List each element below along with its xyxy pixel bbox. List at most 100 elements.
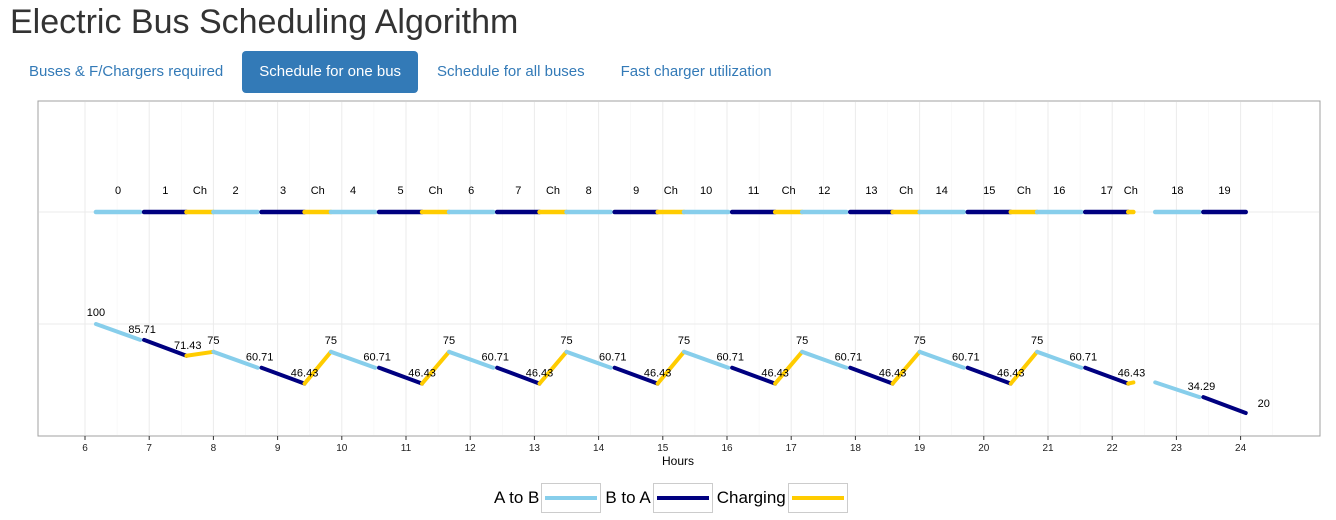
soc-segment-a-to-b	[211, 349, 260, 370]
soc-segment-b-to-a	[259, 365, 307, 386]
tab-schedule-one-bus[interactable]: Schedule for one bus	[242, 51, 419, 93]
legend-key-a-to-b	[541, 483, 602, 513]
soc-value-label: 75	[678, 335, 690, 347]
soc-value-label: 75	[913, 335, 925, 347]
schedule-trip-label: 8	[586, 185, 592, 197]
page-title: Electric Bus Scheduling Algorithm	[10, 3, 519, 41]
soc-value-label: 75	[443, 335, 455, 347]
legend-label-charging: Charging	[716, 488, 786, 507]
soc-value-label: 46.43	[526, 368, 554, 380]
schedule-trip-label: Ch	[664, 185, 678, 197]
schedule-trip-label: 13	[865, 185, 877, 197]
soc-value-label: 60.71	[1070, 352, 1098, 364]
soc-value-label: 46.43	[1118, 368, 1146, 380]
soc-segment-charging	[773, 349, 805, 386]
x-tick-label: 23	[1171, 443, 1183, 454]
x-tick-label: 24	[1235, 443, 1247, 454]
soc-segment-b-to-a	[730, 365, 778, 386]
soc-value-label: 60.71	[246, 352, 274, 364]
soc-value-label: 46.43	[408, 368, 436, 380]
soc-value-label: 46.43	[761, 368, 789, 380]
soc-segment-charging	[1126, 380, 1136, 386]
schedule-trip-label: 1	[162, 185, 168, 197]
legend-key-charging	[787, 483, 848, 513]
x-tick-label: 9	[275, 443, 281, 454]
soc-value-label: 46.43	[644, 368, 672, 380]
tab-fast-charger-utilization[interactable]: Fast charger utilization	[620, 63, 772, 80]
soc-segment-b-to-a	[142, 337, 189, 358]
soc-segment-charging	[537, 349, 569, 386]
schedule-trip-label: 9	[633, 185, 639, 197]
soc-segment-b-to-a	[1083, 365, 1131, 386]
soc-segment-charging	[890, 349, 922, 386]
legend-swatch-b-to-a	[656, 496, 709, 500]
soc-value-label: 20	[1258, 398, 1270, 410]
soc-value-label: 75	[207, 335, 219, 347]
schedule-trip-label: 2	[232, 185, 238, 197]
soc-segment-a-to-b	[93, 322, 143, 342]
schedule-trip-label: 5	[397, 185, 403, 197]
schedule-trip-label: 7	[515, 185, 521, 197]
tab-schedule-all-buses[interactable]: Schedule for all buses	[437, 63, 585, 80]
soc-segment-charging	[655, 349, 686, 386]
legend: A to B B to A Charging	[494, 482, 852, 514]
soc-segment-a-to-b	[328, 349, 378, 370]
legend-label-a-to-b: A to B	[494, 488, 540, 507]
schedule-trip-label: 3	[280, 185, 286, 197]
soc-segment-a-to-b	[1035, 349, 1084, 370]
x-axis: 6 7 8 9 10 11 12 13 14 15 16 17 18 19 20 21 22 23 24	[82, 436, 1247, 454]
soc-segment-b-to-a	[1201, 395, 1248, 415]
x-tick-label: 15	[657, 443, 669, 454]
soc-value-label: 60.71	[599, 352, 627, 364]
x-tick-label: 8	[211, 443, 217, 454]
soc-segment-a-to-b	[564, 349, 613, 370]
soc-segment-a-to-b	[681, 349, 731, 370]
soc-segment-b-to-a	[965, 365, 1013, 386]
legend-swatch-a-to-b	[545, 496, 598, 500]
soc-value-label: 75	[796, 335, 808, 347]
soc-value-label: 46.43	[879, 368, 907, 380]
soc-value-label: 60.71	[835, 352, 863, 364]
schedule-trip-label: 17	[1101, 185, 1113, 197]
x-tick-label: 17	[786, 443, 798, 454]
schedule-trip-label: Ch	[429, 185, 443, 197]
x-tick-label: 13	[529, 443, 541, 454]
schedule-trip-label: 4	[350, 185, 356, 197]
schedule-trip-label: 15	[983, 185, 995, 197]
soc-segment-charging	[1008, 349, 1040, 386]
x-tick-label: 12	[465, 443, 477, 454]
soc-value-label: 75	[325, 335, 337, 347]
tab-bar: Buses & F/Chargers required Schedule for…	[12, 51, 791, 93]
x-tick-label: 21	[1042, 443, 1054, 454]
x-tick-label: 20	[978, 443, 990, 454]
schedule-trip-label: Ch	[899, 185, 913, 197]
soc-value-label: 71.43	[174, 340, 202, 352]
tab-buses-chargers-required[interactable]: Buses & F/Chargers required	[29, 63, 224, 80]
schedule-trip-label: Ch	[311, 185, 325, 197]
schedule-trip-label: 6	[468, 185, 474, 197]
x-tick-label: 19	[914, 443, 926, 454]
soc-segment-b-to-a	[848, 365, 895, 386]
x-tick-label: 14	[593, 443, 605, 454]
soc-value-label: 60.71	[716, 352, 744, 364]
soc-value-label: 46.43	[291, 368, 319, 380]
schedule-trip-label: 16	[1053, 185, 1065, 197]
x-tick-label: 22	[1107, 443, 1119, 454]
x-tick-label: 18	[850, 443, 862, 454]
soc-value-label: 60.71	[481, 352, 509, 364]
soc-value-label: 34.29	[1188, 381, 1216, 393]
soc-line	[93, 322, 1248, 415]
schedule-trip-label: 14	[936, 185, 948, 197]
plot-panel	[37, 100, 1321, 437]
legend-swatch-charging	[791, 496, 844, 500]
schedule-trip-label: Ch	[782, 185, 796, 197]
soc-segment-charging	[302, 349, 333, 386]
grid-lines	[39, 102, 1319, 435]
legend-label-b-to-a: B to A	[605, 488, 651, 507]
soc-value-label: 46.43	[997, 368, 1025, 380]
schedule-trip-label: 12	[818, 185, 830, 197]
schedule-trip-label: Ch	[546, 185, 560, 197]
soc-segment-b-to-a	[377, 365, 425, 386]
soc-value-label: 60.71	[363, 352, 391, 364]
